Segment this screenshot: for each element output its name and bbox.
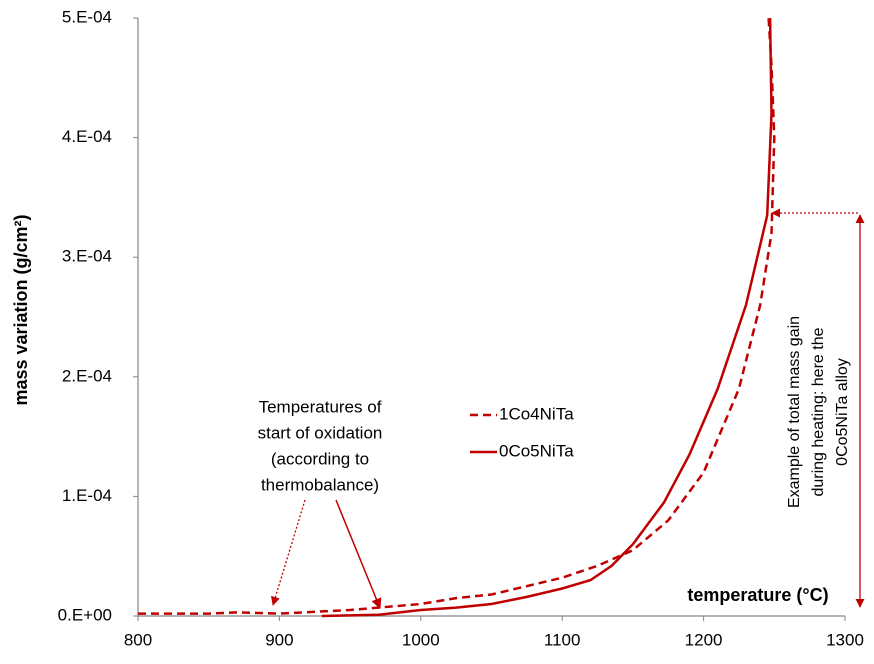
y-tick-label: 2.E-04: [62, 366, 112, 385]
x-tick-label: 1200: [685, 630, 723, 649]
x-axis-label: temperature (°C): [687, 585, 828, 605]
annotation-arrow: [335, 499, 382, 609]
annotation: Temperatures of: [259, 397, 382, 416]
annotation: (according to: [271, 449, 369, 468]
x-tick-label: 900: [265, 630, 293, 649]
annotation-arrow: [271, 499, 306, 606]
line-series: [321, 17, 773, 618]
x-tick-label: 800: [124, 630, 152, 649]
y-axis-label: mass variation (g/cm²): [11, 214, 31, 405]
annotation: thermobalance): [261, 475, 379, 494]
y-tick-label: 4.E-04: [62, 127, 112, 146]
annotation: 0Co5NiTa alloy: [834, 358, 851, 466]
annotation: Example of total mass gain: [786, 316, 803, 508]
legend-label: 1Co4NiTa: [499, 404, 574, 423]
y-tick-label: 1.E-04: [62, 486, 112, 505]
y-tick-label: 5.E-04: [62, 7, 112, 26]
x-tick-label: 1300: [826, 630, 864, 649]
x-tick-label: 1100: [544, 630, 581, 649]
legend-label: 0Co5NiTa: [499, 441, 574, 460]
y-tick-label: 0.E+00: [58, 605, 112, 624]
y-tick-label: 3.E-04: [62, 247, 112, 266]
line-series: [138, 17, 776, 615]
annotation: during heating: here the: [810, 327, 827, 496]
annotation: start of oxidation: [258, 423, 383, 442]
x-tick-label: 1000: [402, 630, 440, 649]
